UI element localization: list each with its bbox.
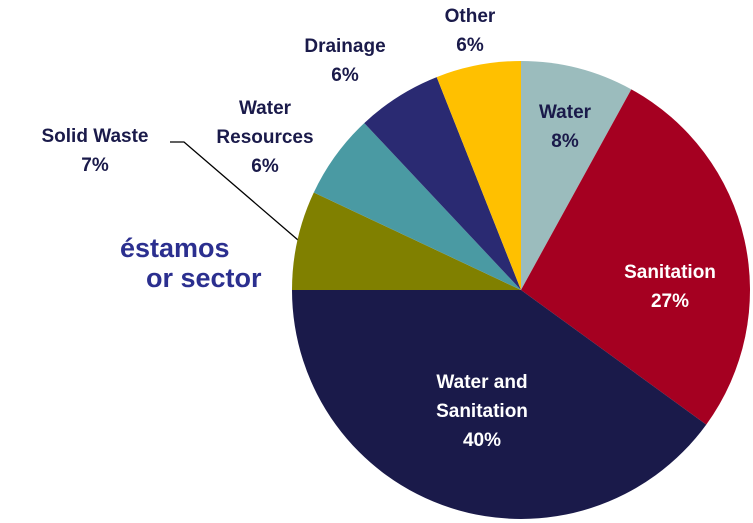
slice-label: Water and Sanitation 40%	[412, 368, 552, 455]
title-line: or sector	[146, 263, 262, 293]
slice-label: Sanitation 27%	[605, 258, 735, 316]
category-label: Solid Waste	[41, 126, 149, 147]
slice-label: Solid Waste 7%	[30, 122, 160, 180]
category-label: Sanitation	[624, 262, 716, 283]
category-label: Water Resources	[216, 98, 314, 148]
value-label: 6%	[456, 35, 484, 56]
value-label: 6%	[331, 65, 359, 86]
category-label: Water	[538, 102, 592, 123]
pie-slice	[521, 61, 632, 290]
value-label: 6%	[251, 156, 279, 177]
pie-slice	[436, 61, 521, 290]
slice-label: Drainage 6%	[290, 32, 400, 90]
title-line: éstamos	[120, 233, 230, 263]
category-label: Water and Sanitation	[436, 372, 528, 422]
pie-slice	[292, 192, 521, 290]
value-label: 8%	[551, 131, 579, 152]
category-label: Drainage	[304, 36, 386, 57]
slice-label: Water 8%	[520, 98, 610, 156]
slice-label: Water Resources 6%	[200, 94, 330, 181]
pie-slice	[521, 89, 750, 425]
value-label: 7%	[81, 155, 109, 176]
pie-slice	[292, 290, 707, 519]
pie-slice	[364, 77, 521, 291]
pie-slice	[313, 123, 521, 290]
leader-line	[170, 141, 299, 241]
category-label: Other	[444, 6, 496, 27]
slice-label: Other 6%	[430, 2, 510, 60]
value-label: 40%	[462, 430, 502, 451]
value-label: 27%	[650, 291, 690, 312]
